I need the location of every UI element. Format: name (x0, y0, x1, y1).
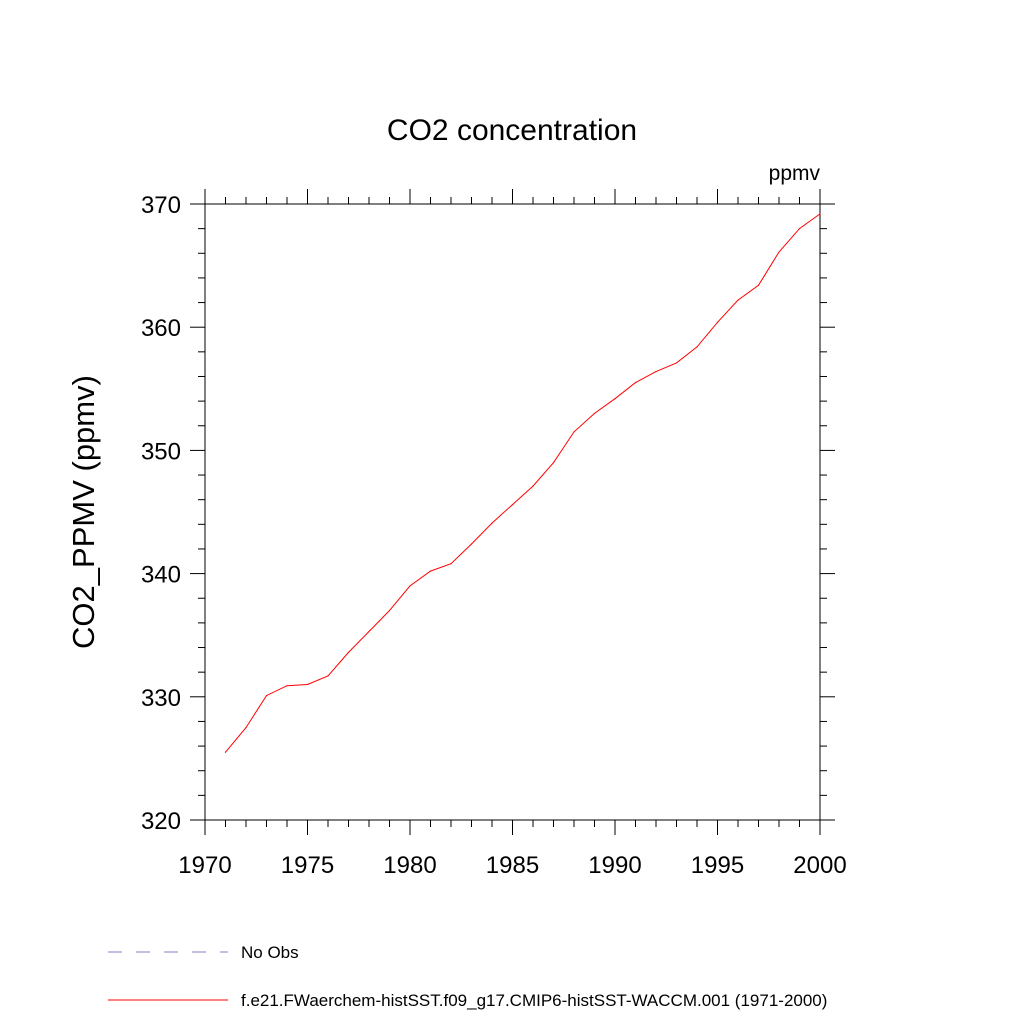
data-point (552, 462, 555, 464)
data-point (696, 346, 698, 348)
series-line-0 (225, 213, 821, 753)
data-point (819, 213, 821, 215)
y-tick-label: 340 (141, 562, 181, 589)
x-tick-label: 2000 (793, 852, 846, 879)
data-point (634, 382, 637, 384)
units-label: ppmv (769, 162, 821, 185)
data-point (306, 683, 309, 686)
x-tick-label: 1990 (588, 852, 641, 879)
data-point (470, 543, 473, 545)
x-tick-label: 1985 (486, 852, 539, 879)
y-tick-label: 360 (141, 315, 181, 342)
data-point (675, 362, 678, 364)
data-point (224, 751, 227, 753)
x-tick-label: 1970 (178, 852, 231, 879)
data-point (798, 228, 801, 230)
data-point (716, 321, 719, 323)
data-point (511, 504, 514, 506)
axis-tick-labels: 1970 1975 1980 1985 1990 1995 2000 320 330 340 350… (141, 192, 847, 879)
plot-frame (204, 203, 821, 821)
data-point (614, 398, 616, 400)
data-point (286, 685, 288, 687)
data-point (757, 284, 760, 286)
axis-ticks (190, 189, 835, 835)
legend: No Obs f.e21.FWaerchem-histSST.f09_g17.C… (108, 943, 827, 1010)
legend-label-model: f.e21.FWaerchem-histSST.f09_g17.CMIP6-hi… (241, 991, 827, 1010)
chart-title: CO2 concentration (387, 114, 637, 147)
data-point (245, 727, 247, 729)
data-point (778, 251, 780, 253)
y-tick-label: 320 (141, 808, 181, 835)
data-point (327, 675, 329, 677)
data-point (388, 609, 391, 612)
data-point (429, 570, 432, 572)
data-point (593, 412, 596, 415)
data-point (368, 630, 370, 633)
data-point (265, 694, 268, 697)
data-point (409, 585, 411, 587)
x-tick-label: 1995 (691, 852, 744, 879)
data-point (532, 485, 534, 487)
data-point (347, 651, 350, 654)
y-tick-label: 350 (141, 438, 181, 465)
series-group (224, 213, 821, 753)
y-tick-label: 330 (141, 685, 181, 712)
y-tick-label: 370 (141, 192, 181, 219)
x-tick-label: 1980 (383, 852, 436, 879)
data-point (737, 299, 739, 301)
data-point (450, 563, 452, 565)
x-tick-label: 1975 (281, 852, 334, 879)
data-point (491, 522, 493, 524)
data-point (655, 370, 657, 373)
data-point (573, 431, 575, 433)
y-axis-label: CO2_PPMV (ppmv) (66, 375, 101, 649)
legend-label-no-obs: No Obs (241, 943, 299, 962)
